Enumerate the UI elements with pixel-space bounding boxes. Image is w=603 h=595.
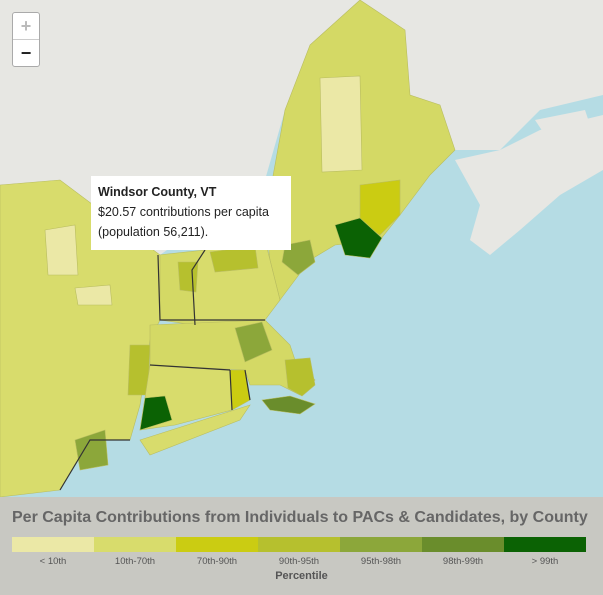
islands: [261, 395, 316, 415]
tooltip-title: Windsor County, VT: [98, 185, 217, 199]
zoom-in[interactable]: +: [13, 13, 39, 40]
tooltip: Windsor County, VT $20.57 contributions …: [91, 176, 291, 250]
county: [334, 217, 383, 259]
windsor-county: [177, 261, 199, 293]
county: [234, 321, 273, 363]
county: [74, 284, 113, 306]
tooltip-line: $20.57 contributions per capita: [98, 205, 269, 219]
legend-label: 95th-98th: [361, 556, 401, 567]
tooltip-line: (population 56,211).: [98, 225, 209, 239]
legend-title: Per Capita Contributions from Individual…: [12, 509, 588, 526]
legend-swatch: [422, 537, 504, 552]
legend-label: > 99th: [532, 556, 559, 567]
nova-scotia: [455, 115, 603, 255]
legend-label: 90th-95th: [279, 556, 319, 567]
legend-label: < 10th: [40, 556, 67, 567]
county: [319, 75, 363, 173]
cape-cod: [284, 357, 316, 397]
pei: [535, 110, 590, 135]
legend-swatch: [504, 537, 586, 552]
long-island: [139, 404, 251, 456]
canada-land: [0, 0, 360, 255]
canada-land: [360, 0, 603, 150]
state-border: [59, 249, 265, 491]
zoom-out[interactable]: −: [20, 43, 32, 63]
legend-label: 70th-90th: [197, 556, 237, 567]
legend-label: 10th-70th: [115, 556, 155, 567]
map[interactable]: [0, 0, 603, 497]
legend-axis-label: Percentile: [275, 570, 328, 582]
legend-swatch: [176, 537, 258, 552]
legend-swatch: [12, 537, 94, 552]
legend-scale: < 10th 10th-70th 70th-90th 90th-95th 95th-98…: [12, 537, 586, 567]
legend-swatch: [258, 537, 340, 552]
legend: < 10th 10th-70th 70th-90th 90th-95th 95th-98…: [0, 497, 603, 595]
zoom-control: + −: [12, 12, 40, 67]
county: [139, 395, 173, 431]
legend-label: 98th-99th: [443, 556, 483, 567]
county: [44, 224, 79, 276]
legend-swatch: [340, 537, 422, 552]
legend-swatch: [94, 537, 176, 552]
